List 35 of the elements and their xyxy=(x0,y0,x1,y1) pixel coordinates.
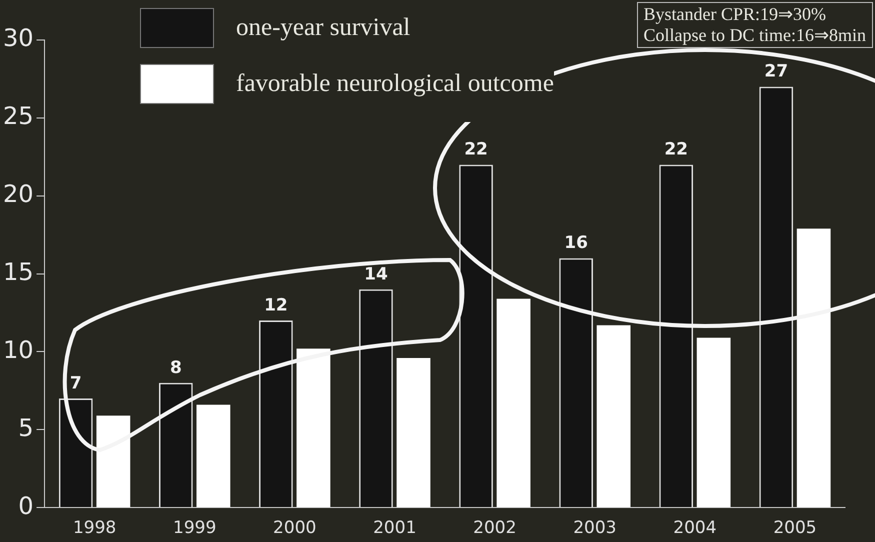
legend-label: favorable neurological outcome xyxy=(236,70,554,98)
x-tick-label: 2003 xyxy=(573,518,616,538)
text: 14 xyxy=(364,264,388,284)
y-tick-label: 15 xyxy=(2,258,34,286)
x-tick-label: 2001 xyxy=(373,518,416,538)
y-tick-label: 30 xyxy=(2,24,34,52)
text: 7 xyxy=(70,373,82,394)
bar xyxy=(496,298,530,508)
y-tick-label: 5 xyxy=(18,414,34,442)
x-tick-label: 2004 xyxy=(673,518,717,538)
text: 12 xyxy=(264,295,288,316)
x-tick-label: 1999 xyxy=(172,518,216,538)
text: 16 xyxy=(564,233,588,254)
y-tick-label: 20 xyxy=(2,180,34,208)
text: 22 xyxy=(664,140,688,160)
x-tick-label: 2002 xyxy=(473,518,516,538)
x-tick-label: 2000 xyxy=(273,518,316,538)
y-tick-label: 10 xyxy=(2,336,34,364)
bar xyxy=(596,325,630,508)
annotation: Collapse to DC time:16⇒8min xyxy=(644,25,866,46)
text: 27 xyxy=(764,62,788,82)
x-tick-label: 2005 xyxy=(773,518,817,538)
legend-label: one-year survival xyxy=(236,14,410,42)
y-tick-label: 0 xyxy=(18,492,34,520)
bar xyxy=(96,416,130,508)
bar xyxy=(296,348,330,508)
text: 22 xyxy=(464,140,488,160)
bar xyxy=(196,404,230,508)
bar xyxy=(696,338,731,508)
text: Bystander CPR:19⇒30% xyxy=(644,4,828,25)
text: 8 xyxy=(170,358,182,378)
bar xyxy=(796,228,831,508)
bar xyxy=(396,358,430,508)
x-tick-label: 1998 xyxy=(72,518,116,538)
y-tick-label: 25 xyxy=(2,102,34,130)
